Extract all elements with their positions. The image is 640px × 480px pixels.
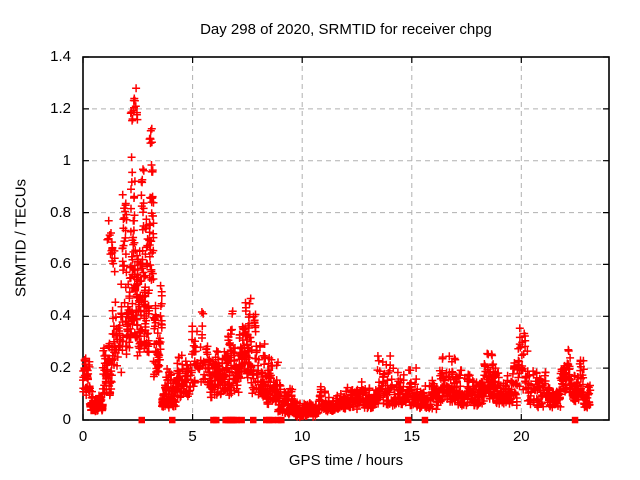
zero-flag-marker <box>266 416 273 424</box>
y-tick-label: 1.4 <box>50 48 71 65</box>
scatter-points <box>79 84 595 422</box>
x-tick-label: 5 <box>188 428 197 445</box>
y-tick-label: 0 <box>62 411 71 428</box>
y-tick-label: 1 <box>62 151 71 169</box>
chart-title: Day 298 of 2020, SRMTID for receiver chp… <box>200 21 492 38</box>
x-axis-label: GPS time / hours <box>288 452 404 469</box>
zero-flag-marker <box>250 416 257 424</box>
zero-flag-marker <box>233 416 240 424</box>
plot-border <box>82 56 610 421</box>
zero-flag-marker <box>238 416 245 424</box>
y-tick-label: 0.4 <box>50 307 71 325</box>
y-tick-label: 0.8 <box>50 203 71 221</box>
zero-flag-marker <box>421 416 429 424</box>
zero-flag-marker <box>138 416 145 424</box>
zero-flag-marker <box>269 416 276 424</box>
x-tick-label: 15 <box>403 428 421 445</box>
y-tick-label: 1.2 <box>50 99 71 117</box>
zero-flag-marker <box>213 416 220 424</box>
zero-flag-marker <box>405 416 412 424</box>
zero-flag-marker <box>278 416 285 424</box>
y-tick-label: 0.2 <box>50 359 71 377</box>
x-tick-label: 20 <box>512 428 530 445</box>
zero-flag-marker <box>571 416 579 424</box>
grid-lines <box>83 57 609 420</box>
zero-flag-marker <box>169 416 176 424</box>
y-tick-label: 0.6 <box>50 255 71 273</box>
x-tick-label: 10 <box>293 428 311 445</box>
x-tick-label: 0 <box>78 428 88 445</box>
